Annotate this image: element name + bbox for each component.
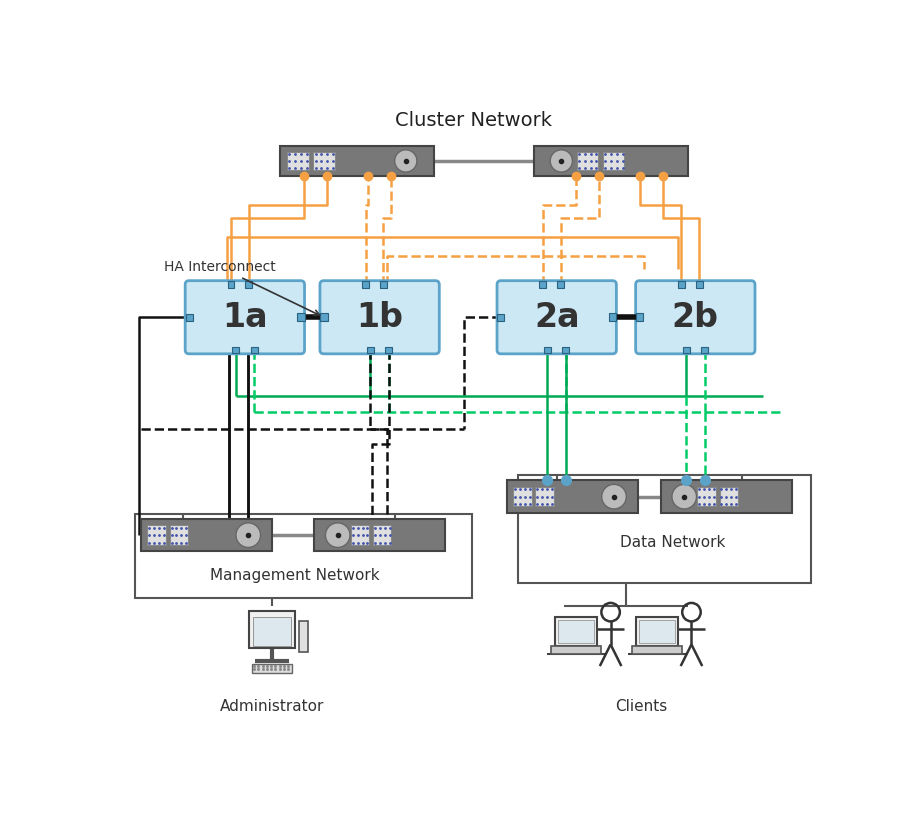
Bar xyxy=(249,611,295,649)
Bar xyxy=(170,526,188,545)
Bar xyxy=(609,314,616,321)
Bar xyxy=(287,152,309,170)
Bar xyxy=(314,519,445,551)
Circle shape xyxy=(325,523,350,548)
Bar xyxy=(252,617,291,646)
Bar xyxy=(385,346,393,354)
Bar xyxy=(558,620,594,643)
Bar xyxy=(313,152,334,170)
Bar xyxy=(720,487,738,506)
Text: HA Interconnect: HA Interconnect xyxy=(164,260,320,315)
Bar xyxy=(698,487,716,506)
Bar xyxy=(534,147,687,175)
Text: 2a: 2a xyxy=(534,301,579,334)
Bar xyxy=(320,314,328,321)
FancyBboxPatch shape xyxy=(185,280,305,354)
Circle shape xyxy=(236,523,261,548)
Text: 1b: 1b xyxy=(356,301,403,334)
Bar xyxy=(661,481,792,513)
Bar xyxy=(632,646,682,654)
Bar xyxy=(227,281,235,288)
Circle shape xyxy=(602,484,626,509)
Bar xyxy=(140,519,272,551)
Bar xyxy=(186,314,192,321)
Bar xyxy=(148,526,165,545)
Bar xyxy=(297,314,305,321)
Circle shape xyxy=(395,150,417,172)
Bar xyxy=(232,346,239,354)
Bar xyxy=(298,621,308,652)
Bar xyxy=(362,281,370,288)
Bar xyxy=(536,487,553,506)
Bar xyxy=(351,526,370,545)
Bar xyxy=(544,346,551,354)
Text: Management Network: Management Network xyxy=(210,568,380,583)
FancyBboxPatch shape xyxy=(497,280,616,354)
Bar xyxy=(380,281,387,288)
Bar xyxy=(557,281,564,288)
Bar xyxy=(577,152,599,170)
Bar xyxy=(636,314,643,321)
Bar xyxy=(540,281,546,288)
Text: Clients: Clients xyxy=(615,698,667,714)
FancyBboxPatch shape xyxy=(320,280,439,354)
Bar xyxy=(636,617,678,646)
Bar xyxy=(518,475,811,583)
Bar xyxy=(250,346,258,354)
Bar xyxy=(638,620,675,643)
Bar xyxy=(554,617,597,646)
Bar xyxy=(245,281,252,288)
Bar xyxy=(373,526,392,545)
Text: 1a: 1a xyxy=(222,301,268,334)
Bar xyxy=(279,147,433,175)
Bar xyxy=(135,513,472,598)
Bar xyxy=(683,346,689,354)
Bar xyxy=(563,346,569,354)
Bar xyxy=(696,281,702,288)
Bar xyxy=(251,663,292,673)
Bar xyxy=(497,314,505,321)
Text: Cluster Network: Cluster Network xyxy=(395,112,552,130)
Bar xyxy=(551,646,601,654)
FancyBboxPatch shape xyxy=(636,280,755,354)
Bar xyxy=(506,481,638,513)
Bar xyxy=(603,152,625,170)
Text: Data Network: Data Network xyxy=(619,535,725,550)
Bar xyxy=(678,281,685,288)
Circle shape xyxy=(550,150,573,172)
Bar xyxy=(513,487,531,506)
Bar xyxy=(367,346,374,354)
Text: Administrator: Administrator xyxy=(220,698,324,714)
Text: 2b: 2b xyxy=(672,301,719,334)
Circle shape xyxy=(672,484,697,509)
Bar xyxy=(701,346,708,354)
